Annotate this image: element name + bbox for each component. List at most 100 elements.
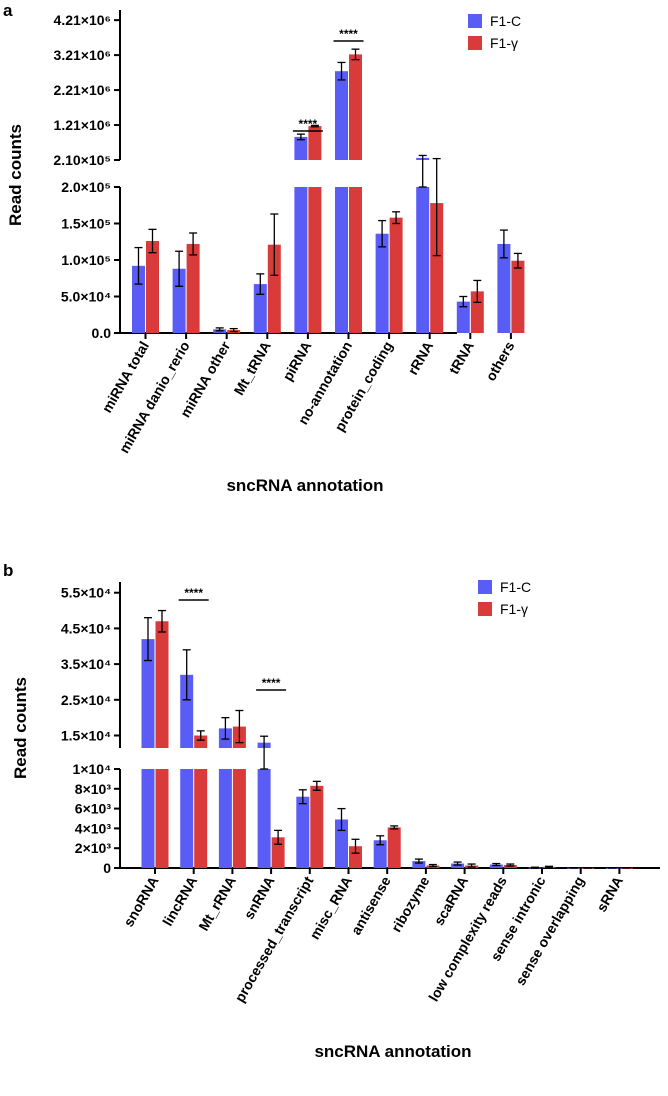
x-tick-label: rRNA — [405, 339, 437, 378]
y-tick-label: 1.21×10⁶ — [54, 117, 111, 133]
x-tick-label: snoRNA — [120, 874, 161, 930]
panel-label: a — [3, 1, 13, 20]
bar — [412, 861, 426, 868]
bar — [335, 819, 348, 868]
y-axis-title: Read counts — [11, 677, 30, 779]
bar-upper-part — [194, 735, 208, 748]
bar — [232, 769, 246, 868]
bar — [267, 244, 281, 333]
legend-label: F1-C — [500, 579, 531, 595]
bar — [155, 769, 169, 868]
y-tick-label: 2.21×10⁶ — [54, 82, 111, 98]
y-tick-label: 8×10³ — [75, 781, 112, 797]
bar — [349, 187, 362, 333]
bar — [180, 769, 194, 868]
bar-upper-part — [141, 639, 155, 748]
y-tick-label: 6×10³ — [75, 801, 112, 817]
y-tick-label: 0 — [103, 860, 111, 876]
x-tick-label: sRNA — [593, 874, 626, 915]
bar — [257, 769, 271, 868]
legend-swatch — [468, 14, 482, 28]
bar — [497, 243, 511, 333]
y-tick-label: 0.0 — [92, 325, 112, 341]
x-tick-label: scaRNA — [430, 874, 471, 929]
bar-upper-part — [349, 54, 362, 160]
y-tick-label: 1×10⁴ — [73, 761, 112, 777]
y-tick-label: 4.21×10⁶ — [54, 12, 111, 28]
bar — [294, 187, 308, 333]
y-tick-label: 4.5×10⁴ — [61, 620, 111, 636]
x-axis-title: sncRNA annotation — [226, 476, 383, 495]
significance-label: **** — [262, 676, 281, 690]
bar — [141, 769, 155, 868]
x-tick-label: processed_transcript — [231, 873, 316, 1005]
bar — [349, 846, 362, 868]
y-tick-label: 1.5×10⁴ — [61, 728, 111, 744]
x-tick-label: Mt_rRNA — [195, 874, 239, 934]
bar — [296, 796, 310, 868]
bar — [375, 233, 389, 333]
panel-label: b — [3, 561, 13, 580]
bar — [456, 301, 470, 333]
x-axis-title: sncRNA annotation — [314, 1042, 471, 1061]
bar-upper-part — [180, 674, 194, 748]
y-tick-label: 5.0×10⁴ — [61, 289, 111, 305]
legend: F1-C F1-γ — [468, 13, 521, 51]
x-tick-label: others — [482, 338, 517, 383]
y-tick-label: 2.10×10⁵ — [53, 152, 111, 168]
legend-swatch — [478, 580, 492, 594]
bar — [389, 217, 403, 333]
legend-label: F1-C — [490, 13, 521, 29]
x-tick-label: snRNA — [241, 874, 278, 922]
x-tick-label: antisense — [348, 873, 394, 937]
y-tick-label: 3.5×10⁴ — [61, 656, 111, 672]
x-tick-label: tRNA — [446, 339, 477, 377]
y-tick-label: 2×10³ — [75, 840, 112, 856]
bar — [373, 840, 387, 868]
legend-swatch — [478, 602, 492, 616]
significance-label: **** — [339, 27, 358, 41]
y-tick-label: 1.0×10⁵ — [61, 252, 111, 268]
bar — [451, 863, 465, 868]
y-tick-label: 3.21×10⁶ — [54, 47, 111, 63]
x-tick-label: piRNA — [279, 339, 314, 384]
bar-upper-part — [294, 136, 308, 160]
bar — [335, 187, 348, 333]
y-tick-label: 4×10³ — [75, 820, 112, 836]
x-tick-label: ribozyme — [388, 873, 433, 934]
legend-swatch — [468, 36, 482, 50]
bar — [132, 265, 145, 333]
bar — [146, 241, 159, 333]
bar — [308, 187, 322, 333]
bar — [253, 284, 267, 333]
y-axis-title: Read counts — [6, 124, 25, 226]
bar — [489, 864, 503, 868]
bar-upper-part — [335, 71, 348, 160]
bar — [172, 268, 186, 333]
legend-label: F1-γ — [490, 35, 518, 51]
legend-label: F1-γ — [500, 601, 528, 617]
significance-label: **** — [184, 586, 203, 600]
y-tick-label: 1.5×10⁵ — [61, 216, 111, 232]
bar — [416, 187, 430, 333]
bar — [430, 203, 444, 333]
bar — [310, 785, 324, 868]
y-tick-label: 2.0×10⁵ — [61, 179, 111, 195]
legend: F1-C F1-γ — [478, 579, 531, 617]
bar — [271, 837, 285, 868]
bar — [194, 769, 208, 868]
significance-label: **** — [299, 117, 318, 131]
x-tick-label: sense overlapping — [512, 874, 587, 988]
x-tick-label: Mt_tRNA — [230, 339, 273, 398]
y-tick-label: 5.5×10⁴ — [61, 585, 111, 601]
chart-panel-b: b 0 2×10³ 4×10³ 6×10³ 8×10³ 1×10⁴ 1.5×10⁴ 2.5×10… — [3, 561, 660, 1061]
chart-panel-a: a 0.0 5.0×10⁴ 1.0×10⁵ 1.5×10⁵ 2.0×10⁵ 2.10×10⁵… — [3, 1, 525, 495]
bar — [387, 827, 401, 868]
x-tick-label: lincRNA — [159, 874, 200, 929]
bar — [511, 260, 525, 333]
y-tick-label: 2.5×10⁴ — [61, 692, 111, 708]
bar-upper-part — [308, 126, 322, 160]
bar — [186, 243, 200, 333]
bar — [218, 769, 232, 868]
